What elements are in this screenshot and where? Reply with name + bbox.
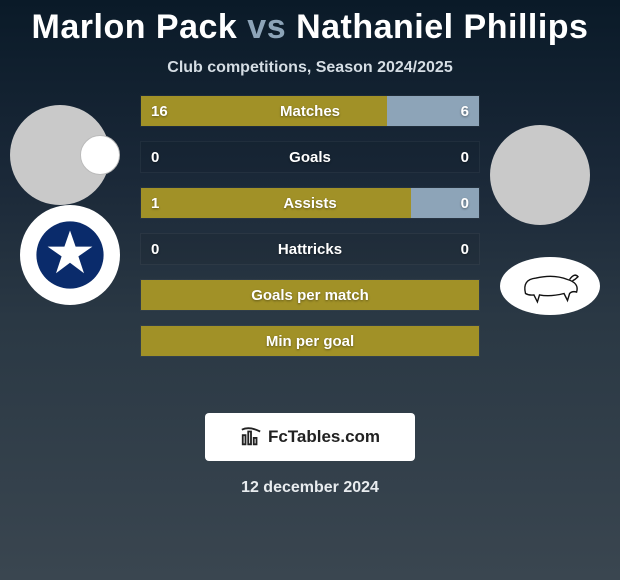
stat-value-left: 16	[151, 96, 168, 126]
stat-label: Goals	[141, 142, 479, 172]
portsmouth-star-icon	[35, 220, 105, 290]
brand-badge[interactable]: FcTables.com	[205, 413, 415, 461]
brand-logo-icon	[240, 426, 262, 448]
stat-value-left: 1	[151, 188, 159, 218]
brand-text: FcTables.com	[268, 427, 380, 447]
stat-label: Min per goal	[141, 326, 479, 356]
stat-row: Goals per match	[140, 279, 480, 311]
stat-value-left: 0	[151, 142, 159, 172]
stat-row: Matches16 6	[140, 95, 480, 127]
player1-name: Marlon Pack	[32, 8, 238, 46]
player2-name: Nathaniel Phillips	[296, 8, 588, 46]
player2-club-badge	[500, 257, 600, 315]
stat-row: Assists1 0	[140, 187, 480, 219]
title: Marlon Pack vs Nathaniel Phillips	[0, 0, 620, 47]
stat-label: Matches	[141, 96, 479, 126]
stat-bars: Matches166Goals00Assists10Hattricks00Goa…	[140, 95, 480, 371]
footer-date: 12 december 2024	[0, 479, 620, 497]
stat-label: Assists	[141, 188, 479, 218]
player1-club-badge	[20, 205, 120, 305]
stat-value-right: 0	[461, 142, 469, 172]
stat-value-right: 0	[461, 188, 469, 218]
stat-value-left: 0	[151, 234, 159, 264]
vs-text: vs	[247, 8, 286, 46]
stat-row: Min per goal	[140, 325, 480, 357]
player2-avatar	[490, 125, 590, 225]
comparison-card: Marlon Pack vs Nathaniel Phillips Club c…	[0, 0, 620, 580]
stat-row: Goals0 0	[140, 141, 480, 173]
subtitle: Club competitions, Season 2024/2025	[0, 59, 620, 77]
stat-value-right: 0	[461, 234, 469, 264]
derby-ram-icon	[515, 264, 585, 309]
stat-label: Hattricks	[141, 234, 479, 264]
content-area: Matches166Goals00Assists10Hattricks00Goa…	[0, 95, 620, 395]
stat-label: Goals per match	[141, 280, 479, 310]
player1-club-small-badge	[80, 135, 120, 175]
stat-value-right: 6	[461, 96, 469, 126]
stat-row: Hattricks0 0	[140, 233, 480, 265]
